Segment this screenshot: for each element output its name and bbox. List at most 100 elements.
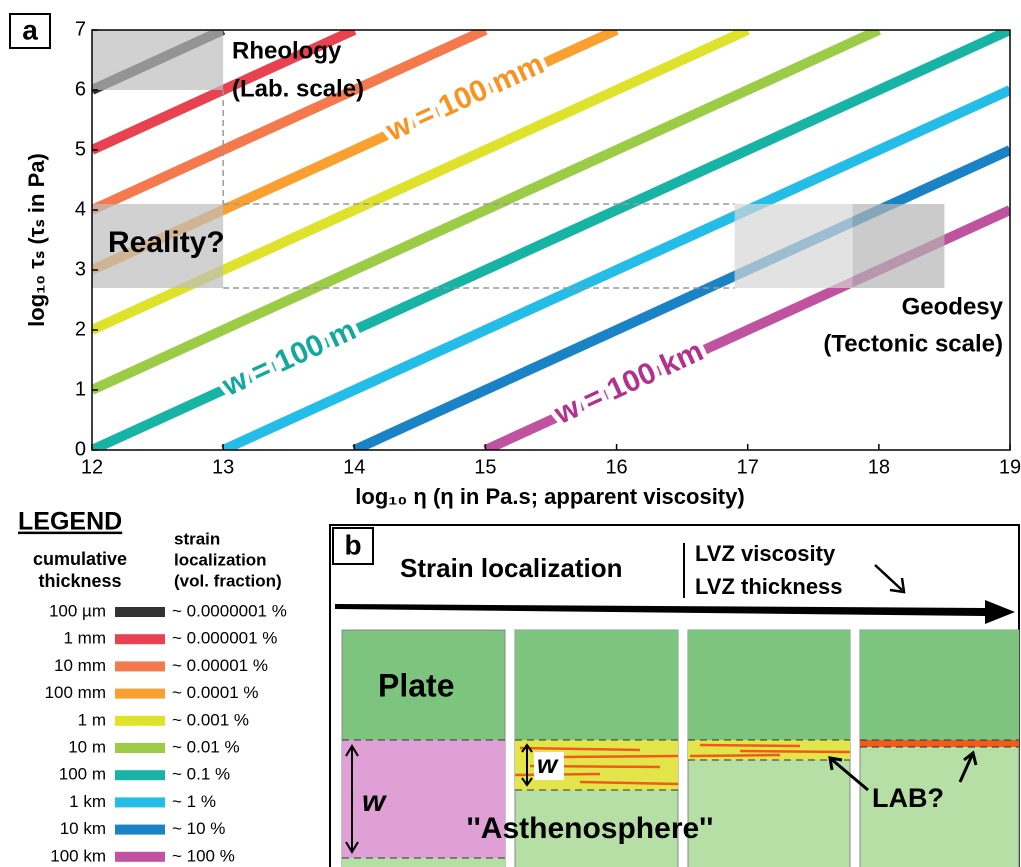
trend-arrow	[874, 564, 906, 594]
legend-fraction: ~ 0.00001 %	[172, 656, 268, 675]
legend-swatch	[115, 851, 165, 862]
legend-fraction: ~ 0.001 %	[172, 710, 249, 729]
legend-fraction: ~ 0.0000001 %	[172, 601, 287, 620]
series-line	[92, 30, 1010, 450]
x-tick-label: 17	[737, 456, 759, 478]
y-tick-label: 6	[75, 78, 86, 100]
plot-frame	[91, 29, 1011, 451]
series-line	[352, 145, 1010, 450]
legend-name: 100 m	[59, 765, 106, 784]
region	[734, 204, 853, 288]
legend: 100 µm ~ 0.0000001 % 1 mm ~ 0.000001 % 10 mm…	[45, 601, 287, 865]
region	[92, 204, 224, 288]
legend-name: 1 m	[78, 710, 106, 729]
panel-label: a	[22, 14, 38, 45]
legend-swatch	[115, 715, 165, 726]
legend-name: 1 mm	[64, 629, 107, 648]
trend-label: LVZ thickness	[695, 574, 843, 599]
diagram-title: Strain localization	[400, 553, 623, 583]
y-tick-label: 1	[75, 378, 86, 400]
legend-swatch	[115, 607, 165, 617]
lab-arrow	[828, 756, 869, 792]
legend-header: cumulative	[33, 549, 127, 569]
shear-streaks	[689, 743, 851, 758]
legend-swatch	[115, 661, 165, 672]
legend-fraction: ~ 1 %	[172, 792, 216, 811]
legend-fraction: ~ 0.000001 %	[172, 629, 277, 648]
series-line	[221, 85, 1010, 450]
y-tick-label: 4	[75, 198, 86, 220]
label-bg	[534, 752, 564, 780]
legend-header: thickness	[38, 571, 121, 591]
legend-name: 10 mm	[54, 656, 106, 675]
y-tick-label: 7	[75, 18, 86, 40]
legend-header: localization	[174, 550, 267, 569]
y-tick-label: 2	[75, 318, 86, 340]
asthenosphere-layer	[342, 858, 505, 867]
width-symbol: w	[537, 749, 559, 779]
x-tick-label: 12	[81, 456, 103, 478]
legend-title: LEGEND	[18, 508, 122, 536]
legend-fraction: ~ 10 %	[172, 819, 225, 838]
y-axis-label: log₁₀ τₛ (τₛ in Pa)	[24, 153, 49, 327]
legend-header: (vol. fraction)	[174, 571, 282, 590]
legend-swatch	[115, 743, 165, 753]
trend-label: LVZ viscosity	[695, 541, 836, 566]
legend-swatch	[115, 797, 165, 808]
plate-label: Plate	[378, 667, 454, 703]
legend-fraction: ~ 100 %	[172, 846, 235, 865]
legend-fraction: ~ 0.1 %	[172, 765, 230, 784]
region-label: (Lab. scale)	[232, 75, 364, 102]
lab-label: LAB?	[872, 783, 944, 813]
legend-fraction: ~ 0.0001 %	[172, 683, 259, 702]
region	[852, 204, 945, 288]
legend-swatch	[115, 634, 165, 645]
panel-label-box	[332, 527, 374, 565]
region-label: Reality?	[108, 226, 225, 259]
region-label: Rheology	[232, 37, 342, 64]
x-tick-label: 15	[474, 456, 496, 478]
legend-header: strain	[174, 529, 220, 548]
region-label: Geodesy	[902, 293, 1004, 320]
shear-band	[860, 740, 1019, 747]
series-line	[92, 30, 881, 395]
plot-area	[92, 30, 1010, 450]
width-symbol: w	[362, 785, 387, 818]
x-tick-label: 16	[605, 456, 627, 478]
legend-swatch	[115, 688, 165, 699]
y-tick-label: 5	[75, 138, 86, 160]
legend-name: 10 m	[68, 737, 106, 756]
legend-swatch	[115, 770, 165, 781]
width-arrow	[521, 743, 533, 787]
plate-layer	[515, 630, 678, 740]
y-tick-label: 3	[75, 258, 86, 280]
legend-name: 100 mm	[45, 683, 106, 702]
panel-label: b	[344, 529, 361, 560]
y-tick-label: 0	[75, 438, 86, 460]
x-tick-label: 14	[343, 456, 365, 478]
legend-name: 100 µm	[49, 601, 106, 620]
progress-arrow	[335, 600, 1015, 624]
plate-layer	[688, 630, 850, 740]
plate-layer	[860, 630, 1019, 740]
legend-name: 10 km	[60, 819, 106, 838]
x-tick-label: 18	[868, 456, 890, 478]
series-line	[92, 30, 488, 215]
lvz-layer	[342, 740, 505, 858]
legend-swatch	[115, 824, 165, 835]
x-tick-label: 19	[999, 456, 1021, 478]
panel-label-box	[9, 13, 51, 49]
x-tick-label: 13	[212, 456, 234, 478]
asthenosphere-label: ''Asthenosphere''	[467, 812, 714, 845]
legend-name: 100 km	[50, 846, 106, 865]
width-arrow	[345, 744, 359, 854]
region	[92, 30, 224, 90]
legend-name: 1 km	[69, 792, 106, 811]
x-axis-label: log₁₀ η (η in Pa.s; apparent viscosity)	[355, 484, 744, 509]
lab-arrow	[958, 750, 978, 783]
legend-fraction: ~ 0.01 %	[172, 737, 240, 756]
panel-b: b Strain localization LVZ viscosity LVZ …	[329, 524, 1020, 867]
region-label: (Tectonic scale)	[823, 330, 1003, 357]
series-group	[92, 30, 1010, 450]
